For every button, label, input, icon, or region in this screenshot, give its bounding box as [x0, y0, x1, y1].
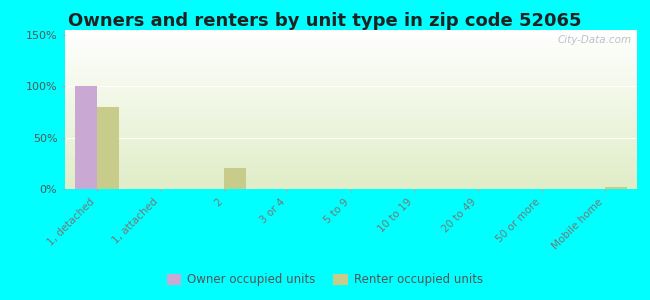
- Bar: [224, 169, 246, 189]
- Legend: Owner occupied units, Renter occupied units: Owner occupied units, Renter occupied un…: [162, 269, 488, 291]
- Text: City-Data.com: City-Data.com: [557, 35, 631, 45]
- Bar: [75, 86, 97, 189]
- Bar: [605, 187, 627, 189]
- Bar: [97, 107, 119, 189]
- Text: Owners and renters by unit type in zip code 52065: Owners and renters by unit type in zip c…: [68, 12, 582, 30]
